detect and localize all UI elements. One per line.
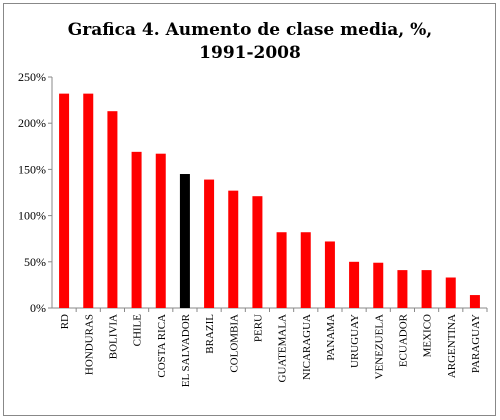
x-category-label: PERU [252, 314, 264, 342]
bar [252, 196, 263, 308]
bar [155, 153, 166, 308]
x-category-label: ECUADOR [397, 313, 409, 367]
x-category-label: CHILE [132, 314, 144, 347]
x-axis-labels: RD HONDURAS BOLIVIA CHILE COSTA RICA EL SALVA… [59, 308, 488, 387]
x-category-label: RD [59, 314, 71, 329]
bar [59, 93, 70, 309]
bar [421, 270, 432, 308]
y-axis-ticks: 0% 50% 100% 150% 200% 250% [18, 70, 52, 315]
bar [300, 232, 311, 308]
bar [179, 174, 190, 308]
x-category-label: ARGENTINA [446, 314, 458, 378]
bar-series [59, 93, 480, 309]
y-tick-label: 200% [18, 116, 46, 130]
y-tick-label: 50% [24, 255, 46, 269]
x-category-label: PARAGUAY [470, 314, 482, 373]
bar [445, 277, 456, 308]
y-tick-label: 150% [18, 162, 46, 176]
bar [204, 179, 215, 308]
x-category-label: EL SALVADOR [180, 313, 192, 387]
bar [276, 232, 287, 308]
bar [324, 241, 335, 308]
x-category-label: HONDURAS [83, 314, 95, 375]
x-category-label: GUATEMALA [277, 314, 289, 382]
x-category-label: VENEZUELA [373, 314, 385, 379]
bar [83, 93, 94, 309]
y-tick-label: 100% [18, 209, 46, 223]
bar [228, 190, 239, 308]
y-tick-label: 0% [30, 301, 46, 315]
bar [469, 295, 480, 308]
x-category-label: BOLIVIA [107, 314, 119, 359]
x-category-label: MEXICO [422, 314, 434, 357]
bar [131, 151, 142, 308]
x-category-label: URUGUAY [349, 314, 361, 368]
x-category-label: PANAMA [325, 314, 337, 361]
bar [397, 270, 408, 308]
bar [373, 262, 384, 308]
bar [349, 261, 360, 308]
x-category-label: COLOMBIA [228, 314, 240, 373]
x-category-label: NICARAGUA [301, 314, 313, 380]
chart-title-line-2: 1991-2008 [199, 43, 301, 63]
chart-title-line-1: Grafica 4. Aumento de clase media, %, [68, 20, 432, 40]
bar [107, 111, 118, 308]
x-category-label: BRAZIL [204, 314, 216, 354]
x-category-label: COSTA RICA [156, 314, 168, 378]
y-tick-label: 250% [18, 70, 46, 84]
